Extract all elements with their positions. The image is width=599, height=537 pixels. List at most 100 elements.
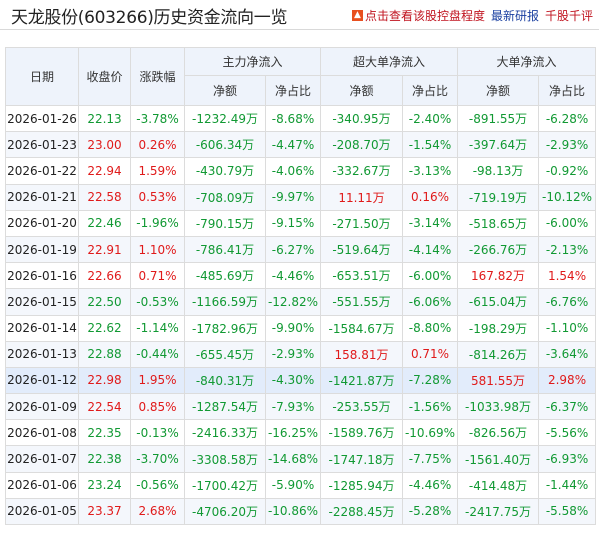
super-amount-cell: -653.51万 — [320, 262, 404, 290]
date-cell: 2026-01-05 — [5, 497, 79, 526]
date-cell: 2026-01-16 — [5, 262, 79, 290]
change-cell: 1.59% — [130, 157, 185, 185]
super-amount-cell: -1747.18万 — [320, 445, 404, 473]
main-ratio-cell: -5.90% — [264, 471, 322, 499]
large-ratio-cell: -6.28% — [538, 104, 597, 133]
page-header: 天龙股份(603266)历史资金流向一览 ▲ 点击查看该股控盘程度 最新研报 千… — [0, 0, 599, 30]
col-main-ratio[interactable]: 净占比 — [264, 75, 322, 106]
main-ratio-cell: -16.25% — [264, 419, 322, 447]
research-report-link[interactable]: 最新研报 — [491, 9, 540, 23]
large-amount-cell: -198.29万 — [457, 314, 540, 342]
col-super: 超大单净流入 — [320, 47, 459, 76]
main-amount-cell: -786.41万 — [184, 235, 266, 264]
large-amount-cell: -414.48万 — [457, 471, 540, 499]
table-row: 2026-01-15 22.50 -0.53% -1166.59万 -12.82% -55… — [5, 288, 597, 316]
table-row: 2026-01-14 22.62 -1.14% -1782.96万 -9.90% -158… — [5, 314, 597, 342]
col-large-ratio[interactable]: 净占比 — [538, 75, 597, 106]
col-change[interactable]: 涨跌幅 — [130, 47, 185, 106]
close-cell: 22.88 — [78, 340, 131, 368]
large-amount-cell: 581.55万 — [457, 366, 540, 395]
main-amount-cell: -790.15万 — [184, 209, 266, 237]
large-ratio-cell: -5.56% — [538, 419, 597, 447]
stock-review-link[interactable]: 千股千评 — [545, 9, 594, 23]
main-amount-cell: -1700.42万 — [184, 471, 266, 499]
large-amount-cell: -1033.98万 — [457, 393, 540, 421]
change-cell: 0.85% — [130, 393, 185, 421]
table-row: 2026-01-20 22.46 -1.96% -790.15万 -9.15% -271.… — [5, 209, 597, 237]
large-ratio-cell: -5.58% — [538, 497, 597, 526]
table-row: 2026-01-16 22.66 0.71% -485.69万 -4.46% -653.5… — [5, 262, 597, 290]
date-cell: 2026-01-20 — [5, 209, 79, 237]
close-cell: 22.58 — [78, 183, 131, 211]
date-cell: 2026-01-06 — [5, 471, 79, 499]
date-cell: 2026-01-21 — [5, 183, 79, 211]
close-cell: 22.94 — [78, 157, 131, 185]
holding-degree-link[interactable]: 点击查看该股控盘程度 — [365, 9, 486, 23]
main-ratio-cell: -4.30% — [264, 366, 322, 395]
close-cell: 23.24 — [78, 471, 131, 499]
col-large-amount[interactable]: 净额 — [457, 75, 540, 106]
main-ratio-cell: -9.97% — [264, 183, 322, 211]
change-cell: 0.26% — [130, 131, 185, 159]
main-amount-cell: -1166.59万 — [184, 288, 266, 316]
super-amount-cell: -1589.76万 — [320, 419, 404, 447]
main-ratio-cell: -4.47% — [264, 131, 322, 159]
main-amount-cell: -3308.58万 — [184, 445, 266, 473]
table-row: 2026-01-19 22.91 1.10% -786.41万 -6.27% -519.6… — [5, 235, 597, 264]
col-main-amount[interactable]: 净额 — [184, 75, 266, 106]
large-amount-cell: -814.26万 — [457, 340, 540, 368]
super-amount-cell: -1421.87万 — [320, 366, 404, 395]
super-amount-cell: -519.64万 — [320, 235, 404, 264]
super-ratio-cell: -1.54% — [402, 131, 459, 159]
col-date[interactable]: 日期 — [5, 47, 79, 106]
large-amount-cell: -518.65万 — [457, 209, 540, 237]
main-ratio-cell: -10.86% — [264, 497, 322, 526]
super-ratio-cell: -3.13% — [402, 157, 459, 185]
change-cell: 2.68% — [130, 497, 185, 526]
super-ratio-cell: -4.14% — [402, 235, 459, 264]
change-cell: -0.13% — [130, 419, 185, 447]
table-row: 2026-01-26 22.13 -3.78% -1232.49万 -8.68% -340… — [5, 104, 597, 133]
main-ratio-cell: -4.06% — [264, 157, 322, 185]
col-close[interactable]: 收盘价 — [78, 47, 131, 106]
table-row: 2026-01-13 22.88 -0.44% -655.45万 -2.93% 158.8… — [5, 340, 597, 368]
large-amount-cell: -2417.75万 — [457, 497, 540, 526]
col-super-amount[interactable]: 净额 — [320, 75, 404, 106]
super-ratio-cell: -7.75% — [402, 445, 459, 473]
large-ratio-cell: -6.37% — [538, 393, 597, 421]
large-ratio-cell: -1.10% — [538, 314, 597, 342]
large-amount-cell: -98.13万 — [457, 157, 540, 185]
main-ratio-cell: -14.68% — [264, 445, 322, 473]
large-ratio-cell: -10.12% — [538, 183, 597, 211]
date-cell: 2026-01-23 — [5, 131, 79, 159]
main-amount-cell: -655.45万 — [184, 340, 266, 368]
date-cell: 2026-01-15 — [5, 288, 79, 316]
close-cell: 22.46 — [78, 209, 131, 237]
large-ratio-cell: -2.13% — [538, 235, 597, 264]
super-amount-cell: -1285.94万 — [320, 471, 404, 499]
page-title: 天龙股份(603266)历史资金流向一览 — [11, 8, 288, 28]
table-row: 2026-01-21 22.58 0.53% -708.09万 -9.97% 11.11万… — [5, 183, 597, 211]
super-ratio-cell: -1.56% — [402, 393, 459, 421]
table-row: 2026-01-06 23.24 -0.56% -1700.42万 -5.90% -128… — [5, 471, 597, 499]
main-ratio-cell: -6.27% — [264, 235, 322, 264]
large-amount-cell: -397.64万 — [457, 131, 540, 159]
large-ratio-cell: -6.00% — [538, 209, 597, 237]
table-row: 2026-01-22 22.94 1.59% -430.79万 -4.06% -332.6… — [5, 157, 597, 185]
date-cell: 2026-01-08 — [5, 419, 79, 447]
main-amount-cell: -2416.33万 — [184, 419, 266, 447]
super-amount-cell: -340.95万 — [320, 104, 404, 133]
super-ratio-cell: 0.71% — [402, 340, 459, 368]
col-super-ratio[interactable]: 净占比 — [402, 75, 459, 106]
table-row: 2026-01-05 23.37 2.68% -4706.20万 -10.86% -228… — [5, 497, 597, 526]
col-large: 大单净流入 — [457, 47, 597, 76]
close-cell: 22.62 — [78, 314, 131, 342]
change-cell: 0.71% — [130, 262, 185, 290]
large-ratio-cell: -3.64% — [538, 340, 597, 368]
change-cell: 1.95% — [130, 366, 185, 395]
super-ratio-cell: -5.28% — [402, 497, 459, 526]
table-row: 2026-01-12 22.98 1.95% -840.31万 -4.30% -1421.… — [5, 366, 597, 395]
date-cell: 2026-01-13 — [5, 340, 79, 368]
super-amount-cell: 11.11万 — [320, 183, 404, 211]
large-ratio-cell: -2.93% — [538, 131, 597, 159]
